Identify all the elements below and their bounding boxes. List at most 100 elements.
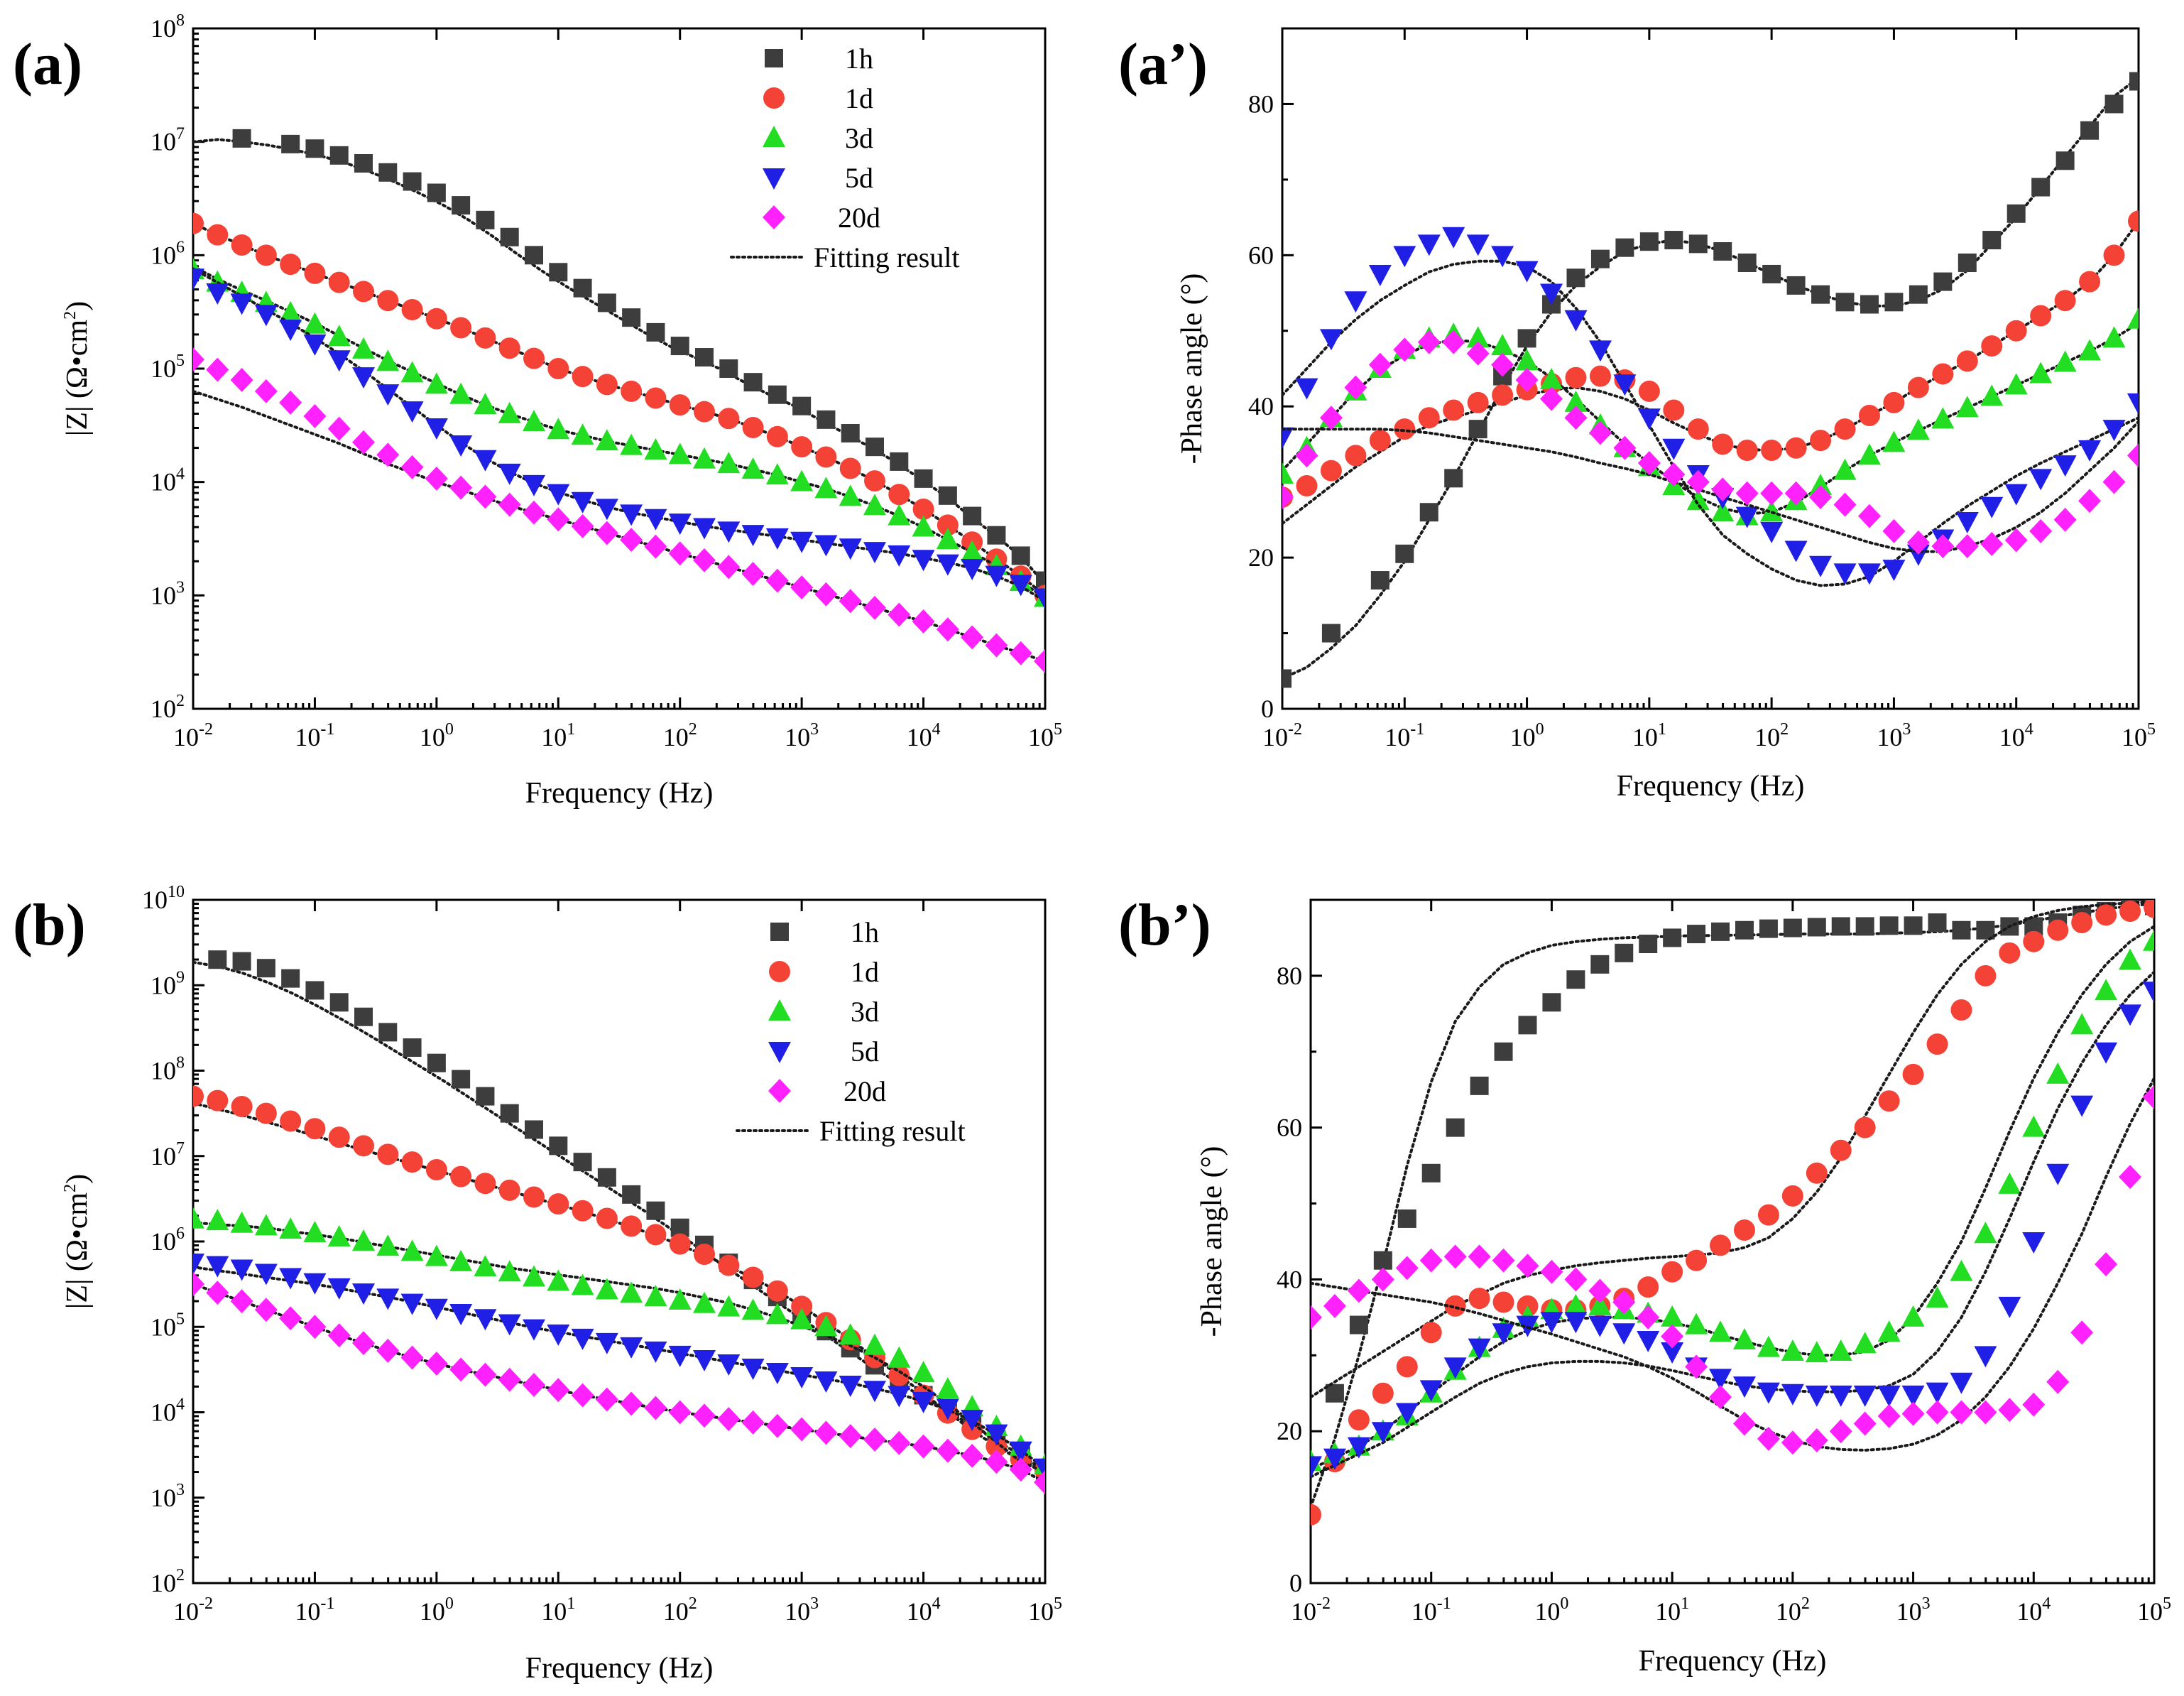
y-tick-label: 60 [1248,241,1274,269]
point-1d [353,1135,374,1157]
point-1h [354,1007,373,1026]
point-20d [863,595,886,620]
point-3d [193,1207,204,1229]
point-20d [2127,443,2139,468]
point-3d [547,418,570,440]
point-1h [281,969,300,988]
point-1d [377,1143,399,1165]
point-1d [1907,376,1929,398]
legend-label-fitting-result: Fitting result [814,241,960,273]
point-20d [193,1272,204,1297]
point-1d [450,317,472,339]
x-tick-label: 10-1 [295,720,334,751]
point-5d [1613,374,1637,396]
point-20d [595,1387,618,1412]
point-1h [500,227,519,246]
point-5d [1732,1376,1756,1398]
point-20d [620,528,643,553]
point-1h [1349,1315,1368,1334]
point-1d [1637,1276,1659,1298]
point-5d [1347,1437,1370,1459]
point-5d [1882,560,1906,582]
point-20d [279,390,302,415]
point-3d [2078,339,2102,361]
point-5d [839,1376,862,1398]
point-20d [1931,534,1955,559]
x-tick-label: 102 [1754,720,1789,751]
fit-line-20d [193,1283,1045,1484]
point-1h [378,163,398,182]
point-5d [961,1410,984,1432]
point-1d [474,327,496,349]
point-1d [718,1254,740,1276]
point-20d [1491,352,1514,377]
point-1h [329,146,349,165]
point-20d [814,1420,838,1445]
plot-area [1282,72,2139,688]
point-1h [1370,571,1389,590]
y-tick-label: 105 [151,1310,185,1341]
point-5d [839,538,862,560]
point-5d [620,504,643,526]
point-5d [814,1371,838,1393]
point-5d [1974,1346,1997,1368]
point-3d [2029,362,2053,384]
point-1d [1589,365,1611,387]
point-5d [523,474,545,496]
point-5d [1515,261,1539,283]
point-3d [765,1303,789,1325]
point-1d [450,1165,472,1187]
point-1h [1421,1163,1441,1183]
point-1d [1902,1063,1924,1085]
point-5d [2004,484,2028,506]
y-tick-label: 106 [151,1224,185,1256]
point-1h [841,424,860,443]
x-tick-label: 102 [1776,1594,1810,1626]
point-3d [1853,1332,1877,1354]
point-3d [400,1239,424,1261]
point-5d [254,305,278,327]
point-20d [1319,406,1343,430]
y-tick-label: 0 [1261,695,1274,723]
point-5d [717,1354,741,1376]
point-5d [2053,455,2077,477]
point-5d [693,518,716,540]
point-5d [547,484,570,506]
point-1d [1418,407,1440,429]
legend-marker-20d [763,205,785,229]
point-1d [669,1233,691,1255]
x-tick-label: 101 [541,1594,575,1626]
point-1h [743,373,763,392]
point-5d [2046,1163,2070,1185]
point-20d [985,1450,1008,1474]
point-1d [425,1158,447,1180]
point-20d [2029,518,2053,543]
fit-line-5d [1282,259,2139,587]
y-axis-title: -Phase angle (°) [1176,273,1208,464]
point-1d [1444,1295,1466,1317]
point-20d [1980,531,2004,556]
point-3d [1974,1222,1997,1244]
y-tick-label: 102 [151,1566,185,1597]
point-3d [571,1273,594,1295]
point-3d [1833,458,1857,480]
point-1h [256,959,275,978]
x-tick-label: 103 [785,720,819,751]
panel-label: (b) [13,892,86,958]
point-5d [1906,544,1930,566]
point-1d [1296,474,1318,496]
point-20d [620,1391,643,1416]
y-tick-label: 40 [1277,1265,1302,1293]
legend-marker-1h [770,923,789,941]
point-1d [1638,380,1660,402]
point-20d [1588,1278,1612,1303]
point-20d [1344,375,1367,400]
point-20d [839,1424,862,1449]
point-3d [717,452,741,474]
point-20d [376,1338,400,1363]
point-20d [1882,518,1906,543]
point-5d [1295,378,1318,400]
point-1d [498,1179,520,1201]
point-3d [279,300,302,322]
point-20d [1809,484,1833,509]
